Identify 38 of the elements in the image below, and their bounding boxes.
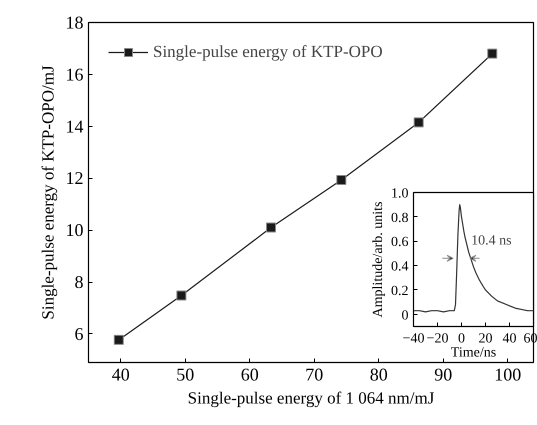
x-tick-label: 40 <box>502 332 516 346</box>
x-axis-title: Single-pulse energy of 1 064 nm/mJ <box>188 388 435 408</box>
y-tick-label: 18 <box>66 12 84 32</box>
legend-label: Single-pulse energy of KTP-OPO <box>153 42 383 62</box>
y-tick-label: 1.0 <box>391 186 408 202</box>
point <box>114 334 124 345</box>
y-tick-label: 6 <box>74 324 84 344</box>
y-tick-label: 0.8 <box>391 210 408 226</box>
x-tick-label: 50 <box>176 364 194 384</box>
x-tick-label: 60 <box>240 364 259 384</box>
y-tick-label: 8 <box>74 272 84 292</box>
y-tick-label: 0.6 <box>391 235 408 250</box>
x-axis-title: Time/ns <box>450 346 496 360</box>
point <box>487 48 498 59</box>
x-tick-label: 40 <box>112 364 130 384</box>
annotation: 10.4 ns <box>471 234 512 249</box>
x-tick-label: −20 <box>426 332 448 346</box>
x-tick-label: −40 <box>402 332 424 346</box>
y-tick-label: 0.4 <box>391 260 408 275</box>
y-tick-label: 0 <box>402 308 408 324</box>
x-tick-label: 0 <box>458 332 465 346</box>
x-tick-label: 90 <box>434 364 452 384</box>
x-tick-label: 80 <box>370 364 388 384</box>
x-tick-label: 20 <box>478 332 492 346</box>
y-tick-label: 14 <box>66 116 84 136</box>
point <box>414 117 424 128</box>
y-tick-label: 16 <box>66 64 84 84</box>
point <box>176 290 186 301</box>
point <box>336 175 346 186</box>
x-tick-label: 100 <box>494 364 522 384</box>
y-axis-title: Single-pulse energy of KTP-OPO/mJ <box>38 65 58 320</box>
point <box>266 222 276 233</box>
y-tick-label: 12 <box>66 168 84 188</box>
y-axis-title: Amplitude/arb. units <box>371 202 386 318</box>
line-series <box>414 204 534 312</box>
y-tick-label: 10 <box>66 220 84 240</box>
x-tick-label: 70 <box>305 364 324 384</box>
y-tick-label: 0.2 <box>391 284 408 299</box>
